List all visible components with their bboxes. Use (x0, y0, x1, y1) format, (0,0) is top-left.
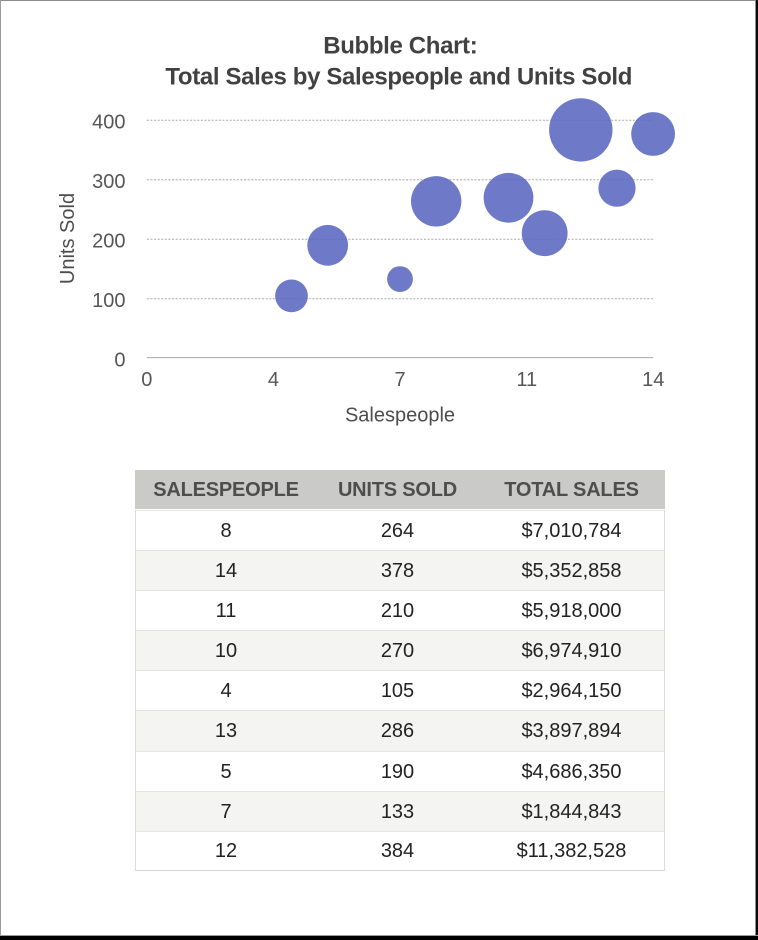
svg-text:0: 0 (141, 369, 152, 391)
svg-text:100: 100 (92, 290, 125, 312)
svg-text:Units Sold: Units Sold (57, 193, 79, 284)
svg-text:0: 0 (114, 349, 125, 371)
svg-text:Salespeople: Salespeople (345, 404, 455, 426)
svg-text:Total Sales by Salespeople and: Total Sales by Salespeople and Units Sol… (165, 63, 632, 90)
svg-text:300: 300 (92, 171, 125, 193)
svg-text:11: 11 (516, 369, 537, 391)
svg-text:400: 400 (92, 112, 125, 134)
svg-text:200: 200 (92, 231, 125, 253)
svg-text:7: 7 (394, 369, 405, 391)
svg-text:Bubble Chart:: Bubble Chart: (323, 33, 477, 60)
svg-text:14: 14 (642, 369, 664, 391)
svg-text:4: 4 (268, 369, 279, 391)
